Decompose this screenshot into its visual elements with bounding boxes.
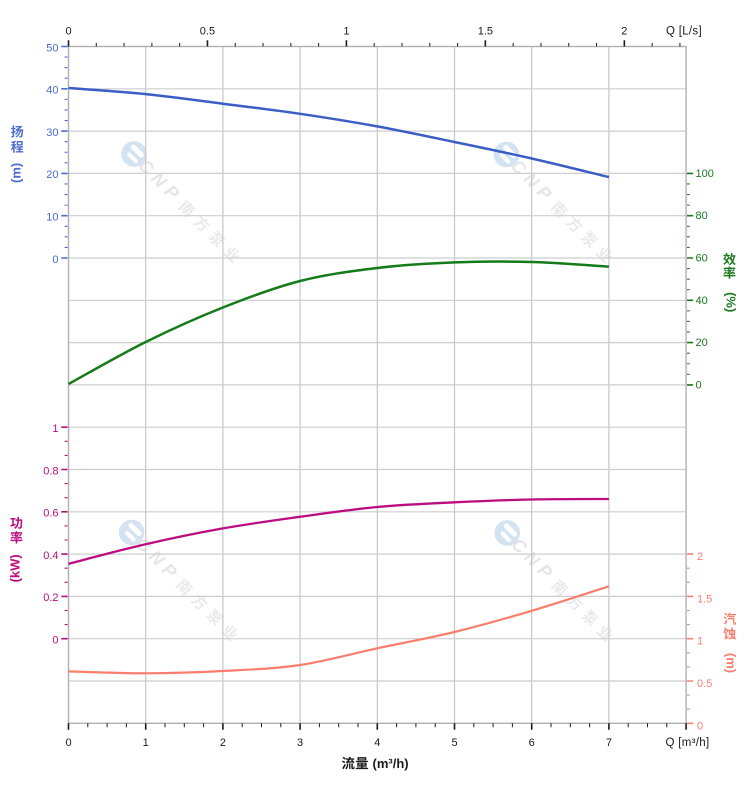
svg-text:0: 0 (697, 720, 703, 732)
svg-text:2: 2 (220, 737, 226, 749)
svg-text:6: 6 (529, 737, 535, 749)
svg-text:0: 0 (52, 254, 58, 266)
svg-text:CNP: CNP (508, 534, 560, 586)
svg-text:1.5: 1.5 (697, 593, 712, 605)
svg-text:1: 1 (52, 423, 58, 435)
svg-text:40: 40 (696, 295, 708, 307)
svg-text:0: 0 (65, 737, 71, 749)
svg-text:0: 0 (65, 26, 71, 38)
svg-text:100: 100 (696, 168, 714, 180)
svg-text:0.8: 0.8 (43, 465, 58, 477)
svg-text:(kW): (kW) (8, 554, 23, 582)
svg-text:0.6: 0.6 (43, 508, 58, 520)
svg-text:0.5: 0.5 (200, 26, 215, 38)
svg-text:(m³/h): (m³/h) (373, 756, 409, 771)
svg-text:80: 80 (696, 210, 708, 222)
svg-text:4: 4 (374, 737, 380, 749)
svg-text:0.5: 0.5 (697, 678, 712, 690)
svg-text:1.5: 1.5 (478, 26, 493, 38)
svg-text:0.4: 0.4 (43, 550, 58, 562)
svg-text:1: 1 (143, 737, 149, 749)
svg-text:2: 2 (621, 26, 627, 38)
svg-text:50: 50 (46, 42, 58, 54)
svg-text:40: 40 (46, 85, 58, 97)
svg-text:20: 20 (696, 337, 708, 349)
svg-text:Q [m³/h]: Q [m³/h] (666, 737, 710, 749)
svg-text:20: 20 (46, 169, 58, 181)
svg-text:60: 60 (696, 253, 708, 265)
svg-text:(%): (%) (723, 292, 738, 312)
svg-text:1: 1 (343, 26, 349, 38)
svg-text:5: 5 (451, 737, 457, 749)
svg-text:1: 1 (697, 636, 703, 648)
svg-text:(m): (m) (8, 163, 23, 183)
svg-text:(m): (m) (724, 653, 739, 673)
svg-text:0: 0 (52, 635, 58, 647)
svg-text:CNP: CNP (134, 155, 186, 207)
svg-text:Q [L/s]: Q [L/s] (666, 26, 702, 38)
svg-text:0.2: 0.2 (43, 592, 58, 604)
svg-text:0: 0 (696, 379, 702, 391)
svg-text:10: 10 (46, 212, 58, 224)
svg-text:3: 3 (297, 737, 303, 749)
svg-text:7: 7 (606, 737, 612, 749)
svg-text:30: 30 (46, 127, 58, 139)
svg-text:2: 2 (697, 551, 703, 563)
